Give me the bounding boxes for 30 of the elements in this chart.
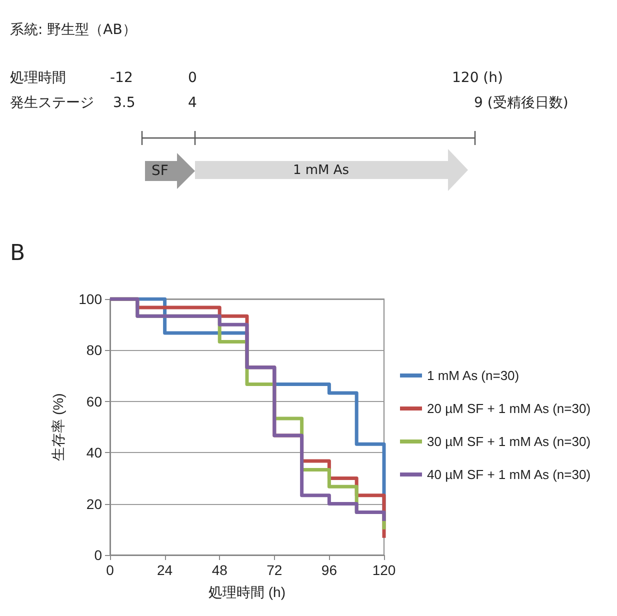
y-tick-label: 40 — [86, 444, 102, 461]
x-tick-label: 24 — [157, 562, 173, 578]
x-tick-label: 0 — [106, 562, 114, 578]
text: SF — [150, 163, 170, 179]
x-axis-title: 処理時間 (h) — [208, 584, 286, 600]
text: 0 — [188, 70, 197, 86]
y-tick-label: 20 — [86, 496, 102, 512]
text: -12 — [110, 70, 133, 86]
legend-label: 1 mM As (n=30) — [427, 368, 520, 383]
text: 9 (受精後日数) — [474, 95, 568, 111]
x-tick-label: 72 — [266, 562, 282, 578]
text: 系統: 野生型（AB） — [10, 22, 136, 38]
text: 4 — [188, 95, 197, 111]
text: 3.5 — [113, 95, 136, 111]
text: 120 (h) — [452, 70, 503, 86]
y-axis-title: 生存率 (%) — [50, 393, 66, 461]
y-tick-label: 60 — [86, 393, 102, 410]
text: B — [10, 241, 26, 266]
x-tick-label: 96 — [321, 562, 338, 578]
y-tick-label: 100 — [78, 291, 102, 307]
text: 1 mM As — [292, 163, 350, 179]
legend-label: 30 µM SF + 1 mM As (n=30) — [427, 434, 591, 449]
y-tick-label: 80 — [86, 342, 102, 358]
text: 発生ステージ — [10, 95, 94, 111]
y-tick-label: 0 — [94, 547, 102, 563]
legend-label: 40 µM SF + 1 mM As (n=30) — [427, 467, 591, 482]
x-tick-label: 120 — [372, 562, 396, 578]
x-tick-label: 48 — [212, 562, 228, 578]
text: 処理時間 — [10, 70, 66, 86]
legend-label: 20 µM SF + 1 mM As (n=30) — [427, 401, 591, 416]
